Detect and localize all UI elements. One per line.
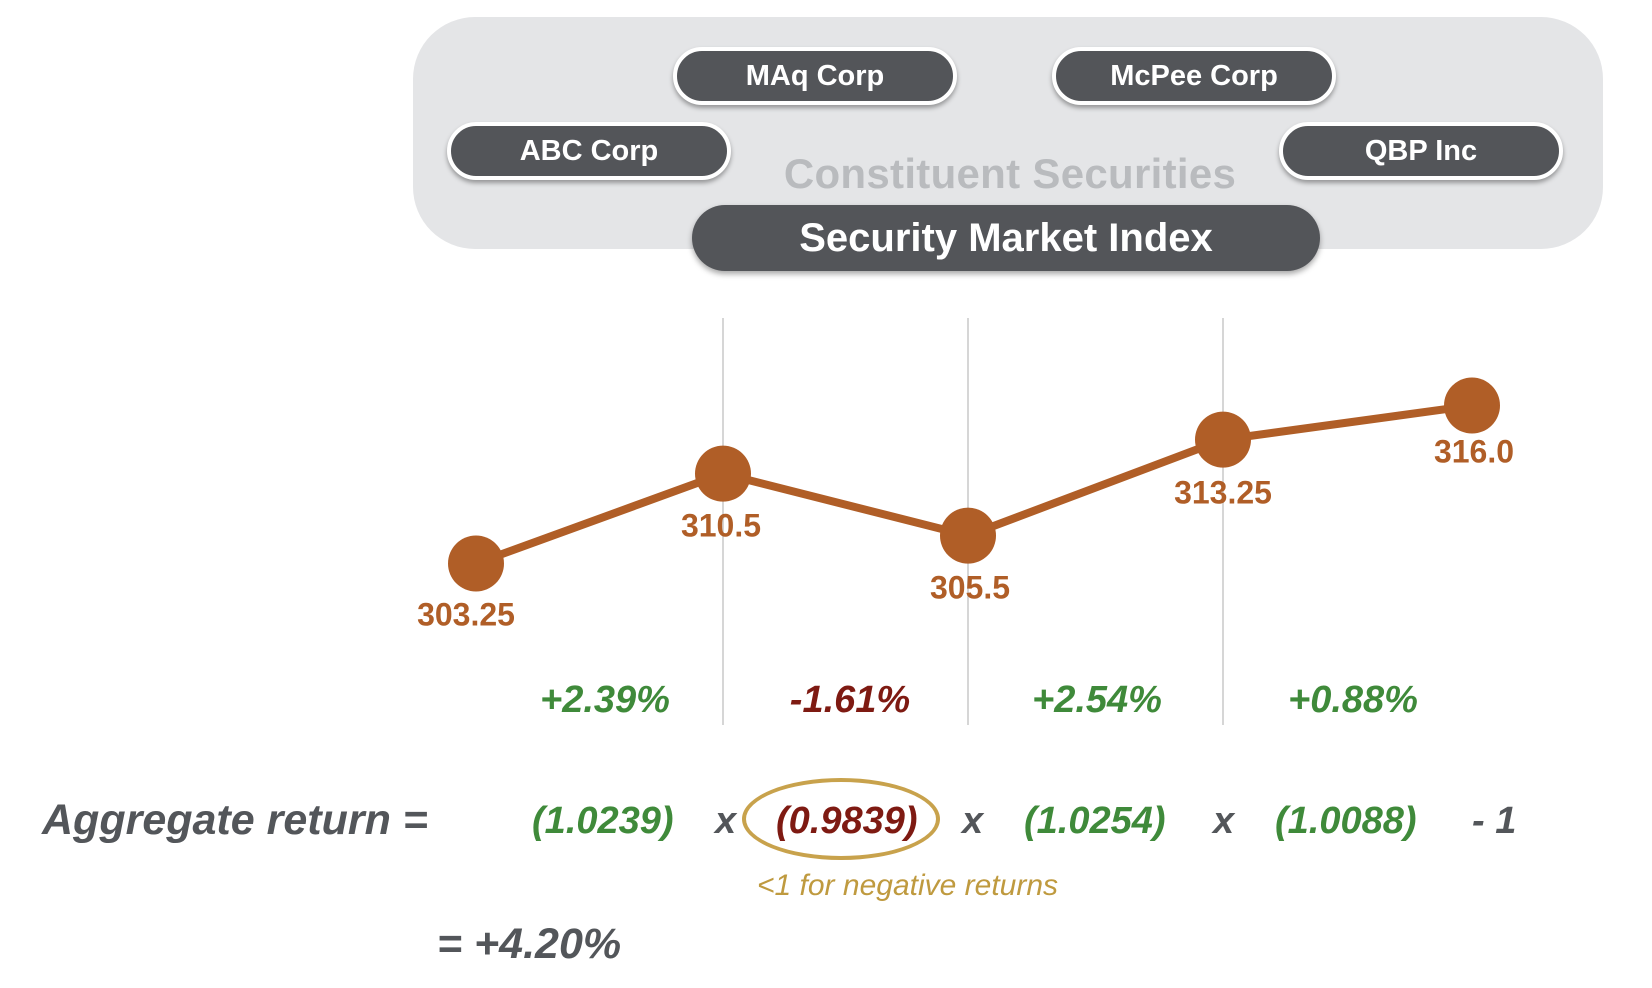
- multiply-sign-3: x: [1213, 800, 1235, 842]
- factor-1: (1.0239): [532, 800, 674, 842]
- period-return-label-3: +2.54%: [1032, 679, 1162, 721]
- index-point-3: [940, 507, 996, 564]
- security-market-index-label: Security Market Index: [692, 205, 1320, 271]
- index-point-2: [695, 445, 751, 502]
- constituent-securities-label: Constituent Securities: [783, 150, 1237, 197]
- security-pill-mcpee: McPee Corp: [1052, 47, 1336, 105]
- period-return-label-1: +2.39%: [540, 679, 670, 721]
- security-pill-qbp: QBP Inc: [1279, 122, 1563, 180]
- index-point-4: [1195, 411, 1251, 468]
- index-point-1: [448, 535, 504, 592]
- minus-one: - 1: [1472, 800, 1517, 842]
- multiply-sign-1: x: [715, 800, 737, 842]
- aggregate-return-label: Aggregate return =: [42, 796, 428, 844]
- index-value-label-3: 305.5: [930, 570, 1010, 606]
- index-value-label-4: 313.25: [1174, 475, 1272, 511]
- index-point-5: [1444, 377, 1500, 434]
- factor-3: (1.0254): [1024, 800, 1166, 842]
- index-value-label-2: 310.5: [681, 508, 761, 544]
- security-pill-maq: MAq Corp: [673, 47, 957, 105]
- multiply-sign-2: x: [962, 800, 984, 842]
- negative-returns-note: <1 for negative returns: [757, 869, 1059, 902]
- index-line-chart: 303.25 310.5 305.5 313.25 316.0 +2.39% -1.61% +…: [417, 318, 1514, 725]
- period-return-label-4: +0.88%: [1288, 679, 1418, 721]
- security-pill-abc: ABC Corp: [447, 122, 731, 180]
- factor-4: (1.0088): [1275, 800, 1417, 842]
- aggregate-return-result: = +4.20%: [437, 920, 622, 968]
- negative-factor-highlight-ring: [742, 778, 940, 860]
- index-value-label-5: 316.0: [1434, 434, 1514, 470]
- index-value-label-1: 303.25: [417, 597, 515, 633]
- period-return-label-2: -1.61%: [790, 679, 910, 721]
